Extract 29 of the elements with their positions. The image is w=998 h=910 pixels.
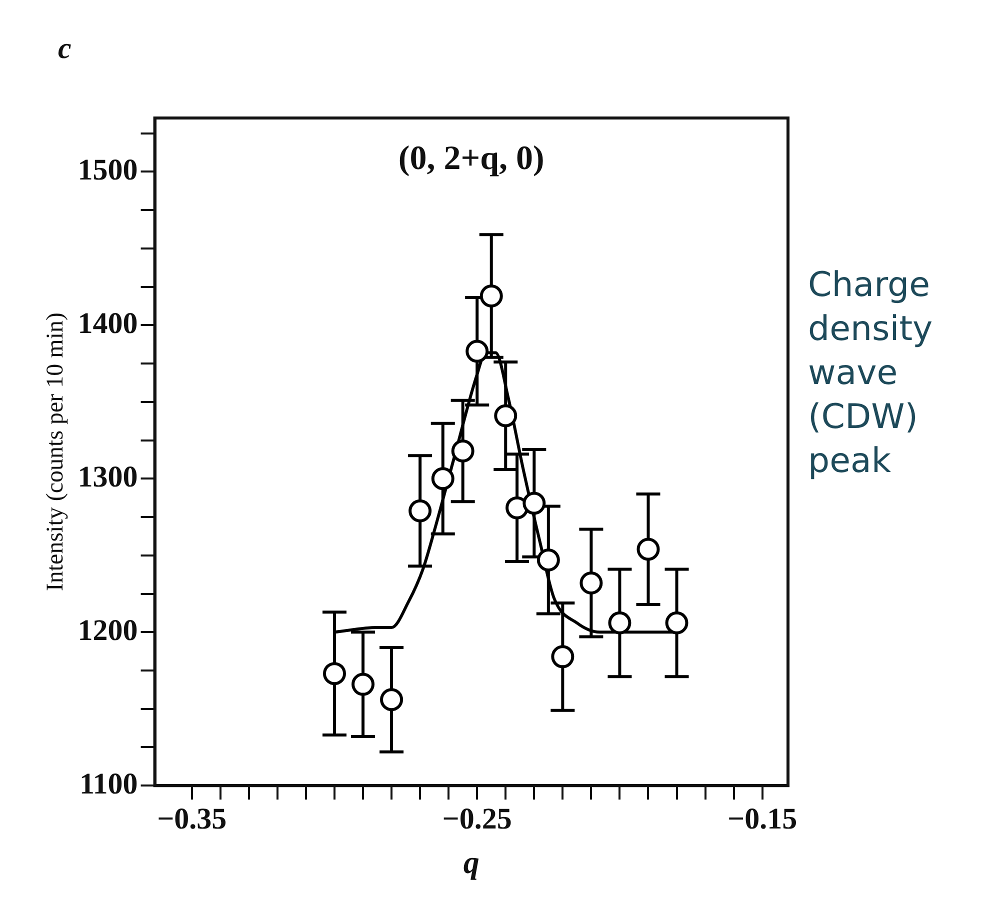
point: [431, 467, 454, 490]
point: [380, 688, 404, 712]
point: [352, 672, 375, 696]
y-tick-label: 1200: [78, 614, 138, 647]
y-tick-label: 1100: [79, 767, 138, 800]
x-tick-label: −0.25: [442, 802, 512, 836]
point: [536, 548, 560, 572]
x-tick-label: −0.35: [157, 802, 227, 836]
annotation: (0, 2+q, 0): [398, 140, 544, 177]
point: [494, 404, 518, 428]
y-tick-label: 1500: [78, 153, 138, 186]
point: [322, 662, 346, 686]
point: [480, 284, 503, 308]
point: [522, 492, 546, 515]
point: [466, 340, 489, 363]
text: Charge density wave (CDW) peak: [808, 264, 934, 483]
point: [451, 440, 474, 463]
point: [408, 499, 432, 522]
point: [665, 611, 688, 634]
point: [580, 572, 603, 595]
point: [608, 611, 632, 634]
y-tick-label: 1400: [78, 306, 138, 340]
chart-title: c: [58, 32, 72, 65]
y-axis-title: Intensity (counts per 10 min): [42, 312, 69, 592]
x-axis-title: q: [463, 844, 480, 880]
x-tick-label: −0.15: [728, 802, 798, 836]
point: [551, 645, 574, 668]
y-tick-label: 1300: [78, 460, 138, 494]
point: [636, 538, 660, 561]
